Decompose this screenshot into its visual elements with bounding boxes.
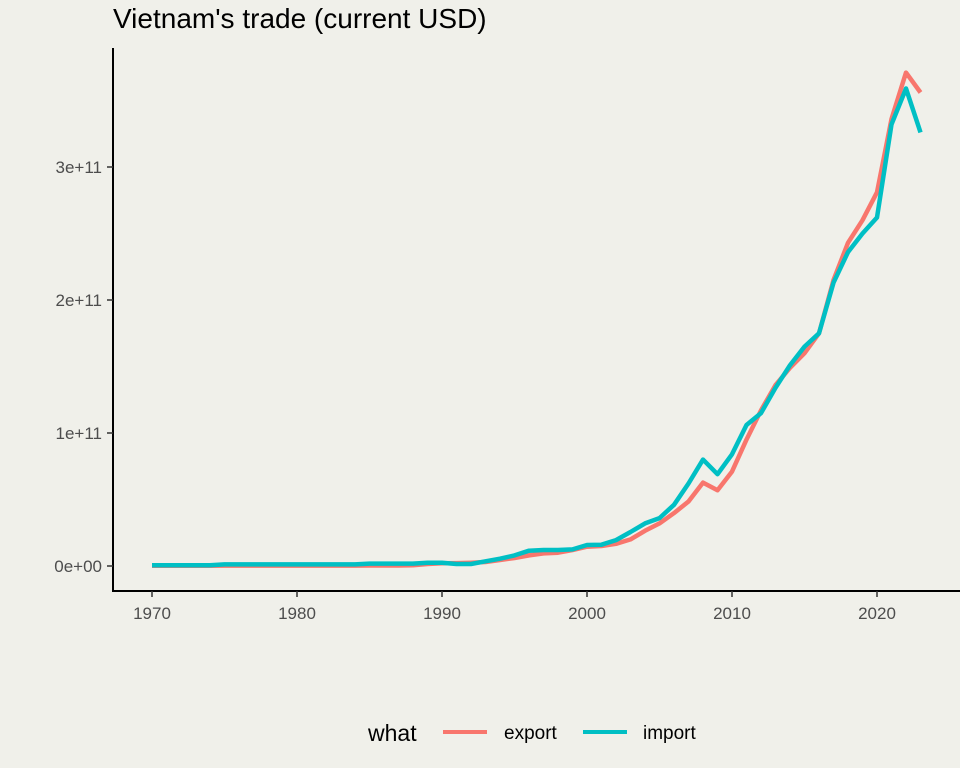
y-tick-label: 1e+11 <box>56 424 102 443</box>
legend: what export import <box>367 720 697 746</box>
y-tick-label: 0e+00 <box>54 557 102 576</box>
legend-label-export: export <box>504 723 558 744</box>
x-tick-label: 2000 <box>568 604 606 623</box>
series-layer <box>152 70 923 568</box>
y-axis-ticks: 0e+00 1e+11 2e+11 3e+11 <box>54 158 113 576</box>
x-tick-label: 1990 <box>423 604 461 623</box>
x-axis-ticks: 1970 1980 1990 2000 2010 2020 <box>133 591 896 623</box>
y-tick-label: 3e+11 <box>56 158 102 177</box>
legend-label-import: import <box>643 723 697 744</box>
y-tick-label: 2e+11 <box>56 291 102 310</box>
x-tick-label: 2010 <box>713 604 751 623</box>
x-tick-label: 1980 <box>278 604 316 623</box>
series-line-import <box>152 86 923 568</box>
chart-title: Vietnam's trade (current USD) <box>113 3 487 34</box>
x-tick-label: 1970 <box>133 604 171 623</box>
legend-title: what <box>367 720 417 746</box>
x-tick-label: 2020 <box>858 604 896 623</box>
